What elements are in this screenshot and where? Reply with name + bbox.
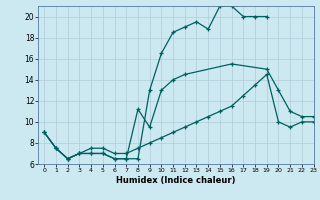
X-axis label: Humidex (Indice chaleur): Humidex (Indice chaleur) [116, 176, 236, 185]
